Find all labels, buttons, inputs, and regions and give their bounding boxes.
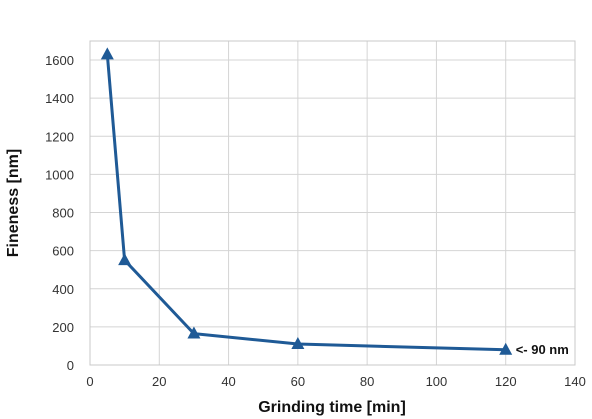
y-tick-label: 400 bbox=[52, 282, 74, 297]
y-axis-title: Fineness [nm] bbox=[5, 149, 22, 257]
y-tick-label: 1000 bbox=[45, 167, 74, 182]
y-tick-label: 800 bbox=[52, 206, 74, 221]
data-point-marker bbox=[499, 342, 513, 355]
data-point-marker bbox=[291, 337, 305, 350]
grid bbox=[89, 41, 576, 366]
data-point-marker bbox=[100, 47, 114, 60]
plot-area-frame bbox=[89, 40, 576, 366]
x-tick-label: 100 bbox=[426, 374, 448, 389]
x-tick-label: 60 bbox=[291, 374, 305, 389]
data-point-marker bbox=[187, 326, 201, 339]
y-tick-label: 600 bbox=[52, 244, 74, 259]
x-axis-title: Grinding time [min] bbox=[258, 399, 406, 416]
x-tick-label: 80 bbox=[360, 374, 374, 389]
x-axis-ticks: 0 20 40 60 80 100 120 140 bbox=[86, 374, 585, 389]
x-tick-label: 40 bbox=[221, 374, 235, 389]
annotations-layer: <- 90 nm bbox=[516, 342, 569, 357]
x-tick-label: 20 bbox=[152, 374, 166, 389]
series-layer bbox=[100, 47, 513, 355]
x-tick-label: 120 bbox=[495, 374, 517, 389]
x-tick-label: 0 bbox=[86, 374, 93, 389]
y-axis-ticks: 0 200 400 600 800 1000 1200 1400 1600 bbox=[45, 53, 74, 373]
y-tick-label: 1600 bbox=[45, 53, 74, 68]
y-tick-label: 1400 bbox=[45, 91, 74, 106]
data-point-marker bbox=[118, 253, 132, 266]
x-tick-label: 140 bbox=[564, 374, 586, 389]
y-tick-label: 1200 bbox=[45, 129, 74, 144]
annotation-label: <- 90 nm bbox=[516, 342, 569, 357]
y-tick-label: 200 bbox=[52, 320, 74, 335]
y-tick-label: 0 bbox=[67, 358, 74, 373]
